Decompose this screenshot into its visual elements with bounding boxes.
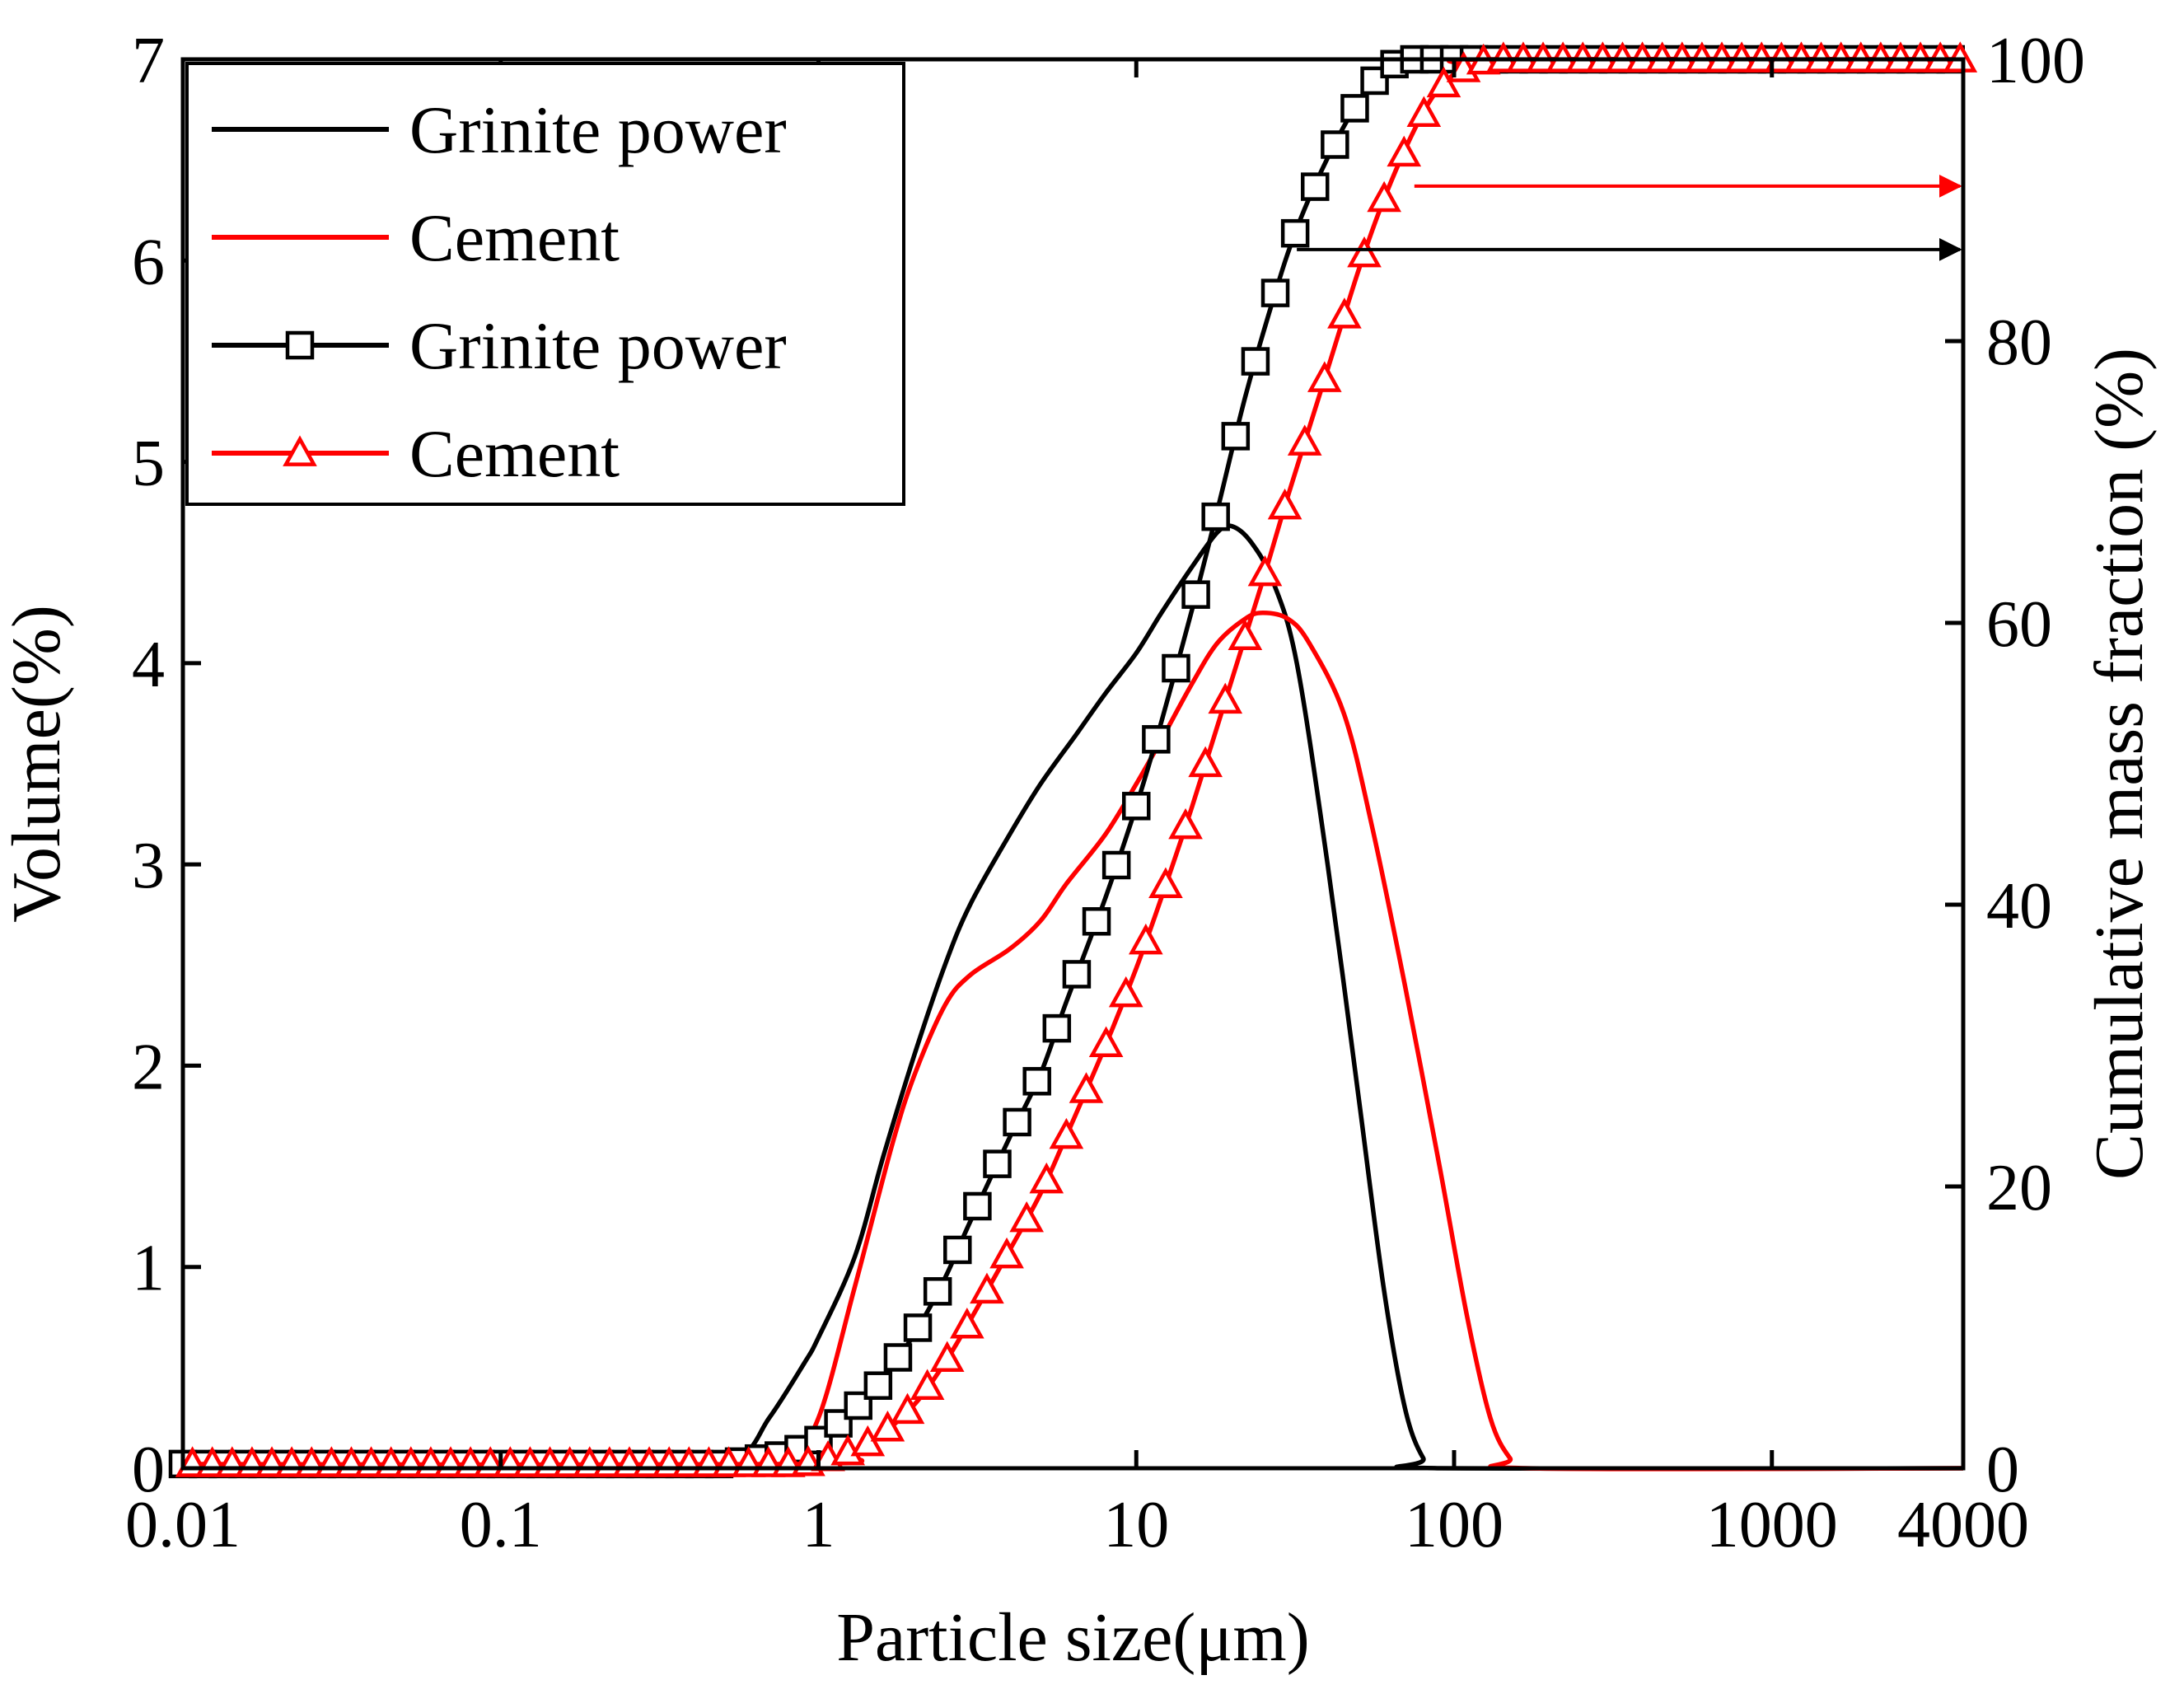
data-point	[1223, 424, 1248, 448]
data-point	[1032, 1167, 1060, 1192]
y-left-tick-label: 2	[132, 1031, 165, 1103]
data-point	[1172, 812, 1200, 837]
y-left-tick-label: 3	[132, 830, 165, 902]
data-point	[1124, 793, 1148, 818]
x-tick-label: 1	[802, 1489, 835, 1561]
y-right-tick-label: 80	[1986, 307, 2052, 379]
legend-swatch-marker	[288, 333, 312, 358]
y-right-tick-label: 40	[1986, 870, 2052, 943]
x-tick-label: 1000	[1706, 1489, 1838, 1561]
data-point	[1104, 853, 1129, 877]
data-point	[1052, 1122, 1080, 1148]
data-point	[1342, 96, 1367, 120]
data-point	[1410, 100, 1438, 125]
data-point	[1012, 1205, 1041, 1231]
data-point	[1322, 133, 1347, 157]
data-point	[886, 1345, 910, 1369]
data-point	[925, 1279, 950, 1303]
y-left-tick-label: 5	[132, 428, 165, 500]
particle-size-chart: 0.01 0.1 1 10 100 1000 40000123456702040608010…	[0, 0, 2184, 1694]
data-point	[1302, 175, 1327, 199]
data-point	[1143, 727, 1168, 751]
data-point	[1045, 1016, 1069, 1041]
y-left-tick-label: 4	[132, 629, 165, 701]
data-point	[1283, 221, 1307, 246]
data-point	[965, 1194, 989, 1219]
data-point	[1243, 349, 1268, 374]
data-point	[1084, 909, 1109, 934]
y-right-tick-label: 20	[1986, 1152, 2052, 1224]
data-point	[1092, 1030, 1120, 1055]
y-right-axis-title: Cumulative mass fraction (%)	[2081, 348, 2158, 1180]
data-point	[1390, 139, 1418, 165]
data-point	[1163, 656, 1188, 681]
legend-label: Grinite power	[409, 308, 787, 383]
data-point	[1204, 504, 1228, 529]
annotation-layer	[1297, 186, 1960, 250]
y-left-tick-label: 7	[132, 25, 165, 97]
y-left-tick-label: 0	[132, 1434, 165, 1506]
legend-label: Grinite power	[409, 92, 787, 167]
data-point	[1152, 871, 1180, 896]
data-point	[993, 1241, 1021, 1266]
y-left-tick-label: 6	[132, 226, 165, 298]
series-volume-grinite-power	[183, 526, 1963, 1469]
data-point	[1251, 559, 1279, 585]
x-tick-label: 10	[1103, 1489, 1169, 1561]
data-point	[1005, 1110, 1030, 1135]
data-point	[1064, 962, 1089, 986]
legend: Grinite power Cement Grinite power Cement	[187, 63, 904, 504]
y-right-tick-label: 0	[1986, 1434, 2019, 1506]
data-point	[1263, 281, 1288, 306]
data-point	[1271, 493, 1299, 518]
y-left-axis-title: Volume(%)	[0, 605, 75, 923]
data-point	[945, 1238, 970, 1262]
data-point	[973, 1276, 1001, 1302]
data-point	[1191, 750, 1219, 775]
data-point	[1370, 185, 1398, 210]
data-point	[1331, 302, 1359, 327]
legend-label: Cement	[409, 200, 620, 275]
y-right-tick-label: 60	[1986, 588, 2052, 661]
data-point	[984, 1152, 1009, 1177]
x-tick-label: 100	[1405, 1489, 1504, 1561]
data-point	[933, 1345, 961, 1370]
data-point	[1211, 686, 1239, 712]
legend-label: Cement	[409, 416, 620, 491]
y-right-tick-label: 100	[1986, 25, 2085, 97]
data-point	[905, 1315, 930, 1340]
y-left-tick-label: 1	[132, 1233, 165, 1305]
data-point	[1132, 928, 1160, 953]
data-point	[1291, 428, 1319, 454]
data-point	[1184, 583, 1209, 607]
data-point	[1350, 240, 1378, 265]
series-line	[183, 526, 1963, 1469]
data-point	[1025, 1069, 1050, 1093]
x-tick-label: 0.1	[460, 1489, 542, 1561]
data-point	[866, 1373, 891, 1398]
data-point	[1311, 365, 1339, 391]
data-point	[953, 1312, 981, 1337]
data-point	[1072, 1076, 1100, 1102]
x-axis-title: Particle size(μm)	[836, 1599, 1309, 1676]
data-point	[1112, 980, 1140, 1005]
